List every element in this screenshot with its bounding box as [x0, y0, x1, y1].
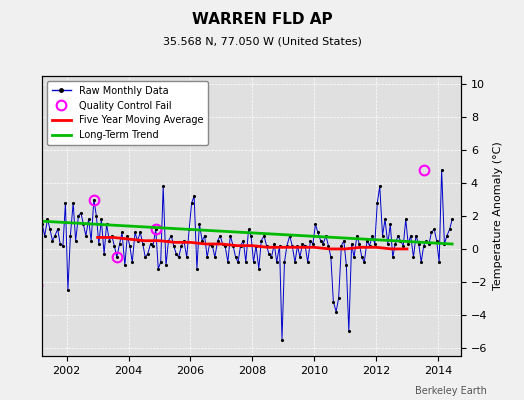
Legend: Raw Monthly Data, Quality Control Fail, Five Year Moving Average, Long-Term Tren: Raw Monthly Data, Quality Control Fail, …: [47, 81, 208, 145]
Text: Berkeley Earth: Berkeley Earth: [416, 386, 487, 396]
Text: WARREN FLD AP: WARREN FLD AP: [192, 12, 332, 27]
Y-axis label: Temperature Anomaly (°C): Temperature Anomaly (°C): [493, 142, 503, 290]
Text: 35.568 N, 77.050 W (United States): 35.568 N, 77.050 W (United States): [162, 36, 362, 46]
